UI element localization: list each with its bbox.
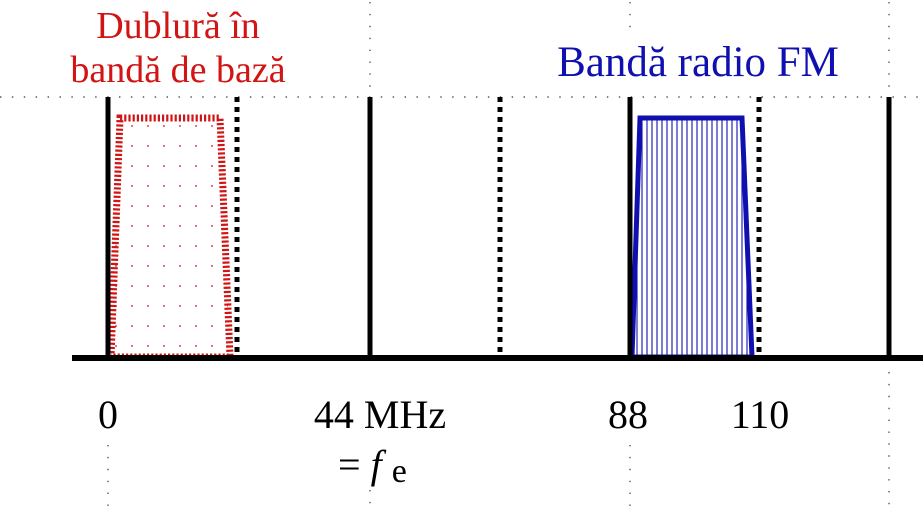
tick-label-110: 110: [731, 392, 790, 437]
alias-label-line1: Dublură în: [96, 5, 260, 47]
alias-label-line2: bandă de bază: [70, 49, 285, 91]
fe-subscript: e: [392, 453, 407, 490]
sampling-frequency-label: = f e: [338, 442, 407, 490]
fe-equals: =: [338, 442, 361, 487]
alias-baseband-spectrum: [107, 114, 234, 361]
tick-label-0: 0: [98, 392, 118, 437]
fm-band-spectrum: [629, 115, 755, 360]
fe-symbol: f: [371, 442, 387, 487]
tick-label-88: 88: [608, 392, 648, 437]
fm-band-label: Bandă radio FM: [557, 39, 839, 86]
tick-label-44: 44 MHz: [314, 392, 446, 437]
